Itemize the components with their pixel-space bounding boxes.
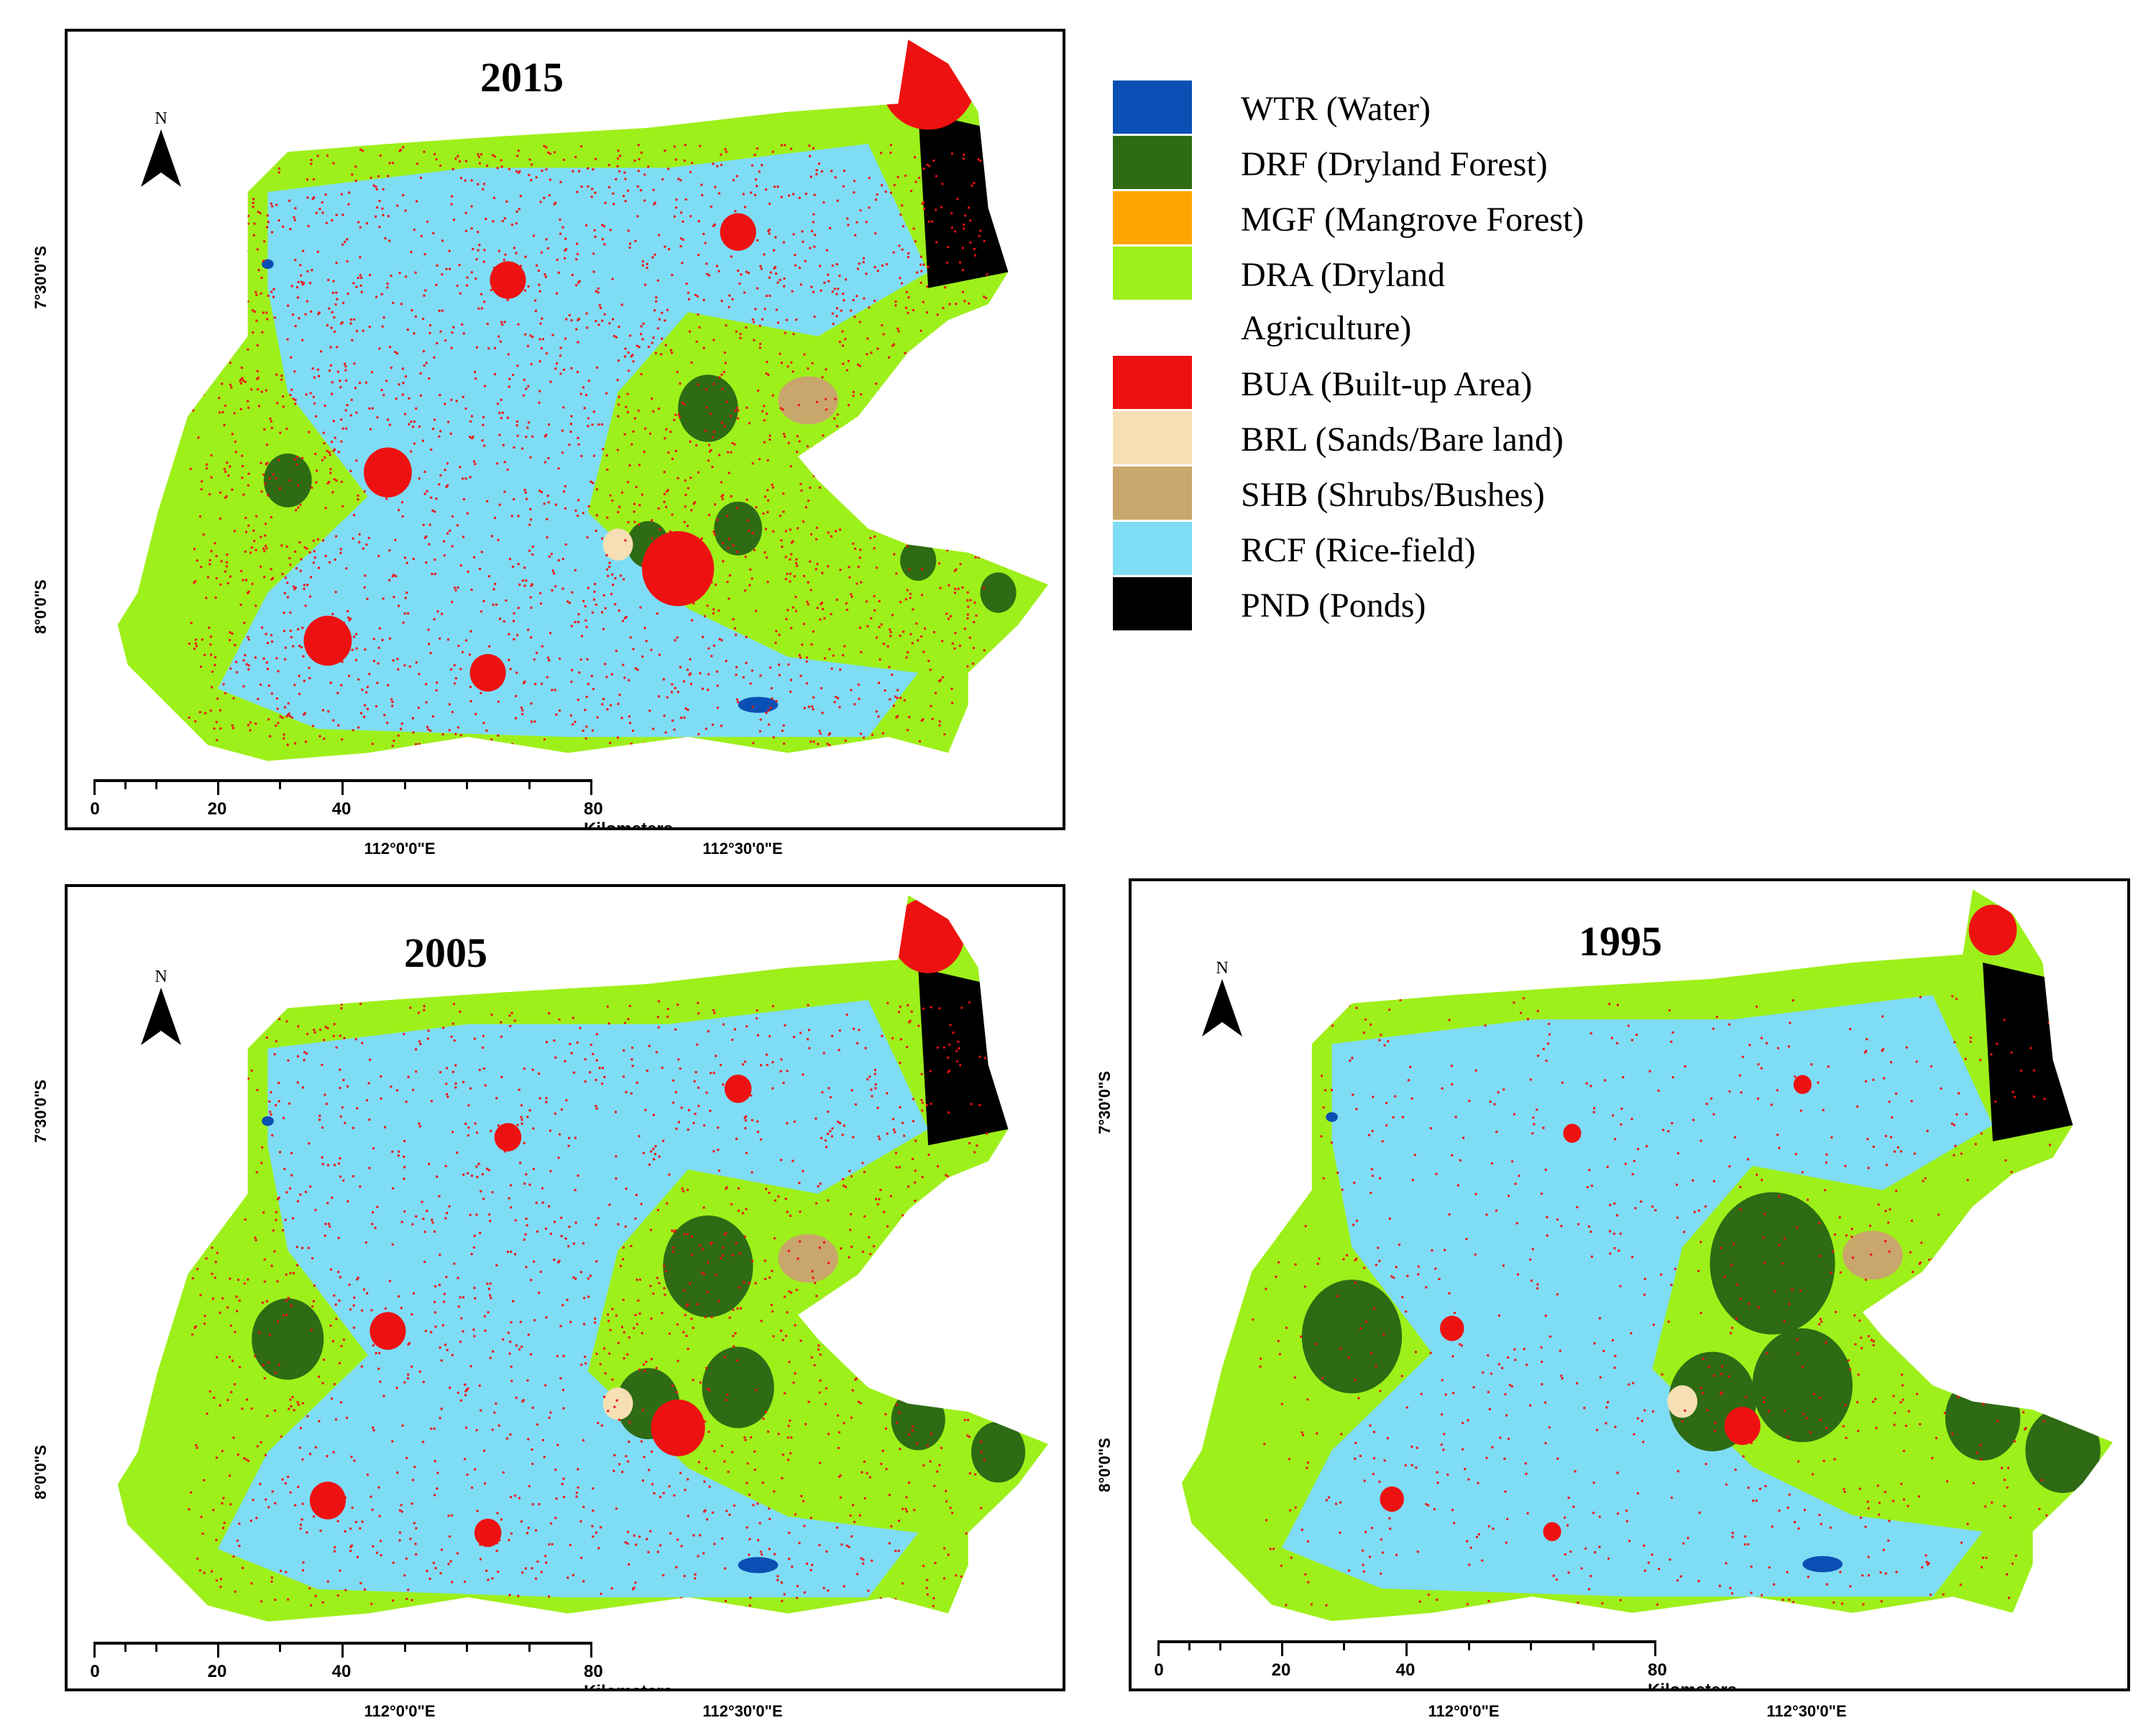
legend-swatch [1113,247,1192,300]
lon-label-112-30: 112°30'0"E [1766,1702,1847,1720]
north-letter: N [1216,959,1229,978]
legend-label: DRA (Dryland [1241,256,1445,294]
legend-label: BUA (Built-up Area) [1241,365,1533,403]
legend-swatch [1113,136,1192,189]
legend-swatch [1113,467,1192,520]
legend-label-continued: Agriculture) [1241,309,1412,347]
land-cover-map-1995 [1181,889,2114,1622]
land-cover-map-2005 [117,895,1049,1622]
scale-label-20: 20 [1271,1660,1291,1680]
map-year-title: 2005 [404,929,487,976]
lon-label-112-30: 112°30'0"E [702,840,783,858]
north-arrow: N [1201,959,1244,1045]
scale-bar: 0 20 40 80 Kilometers [90,779,673,827]
scale-label-80-km: 80 Kilometers [584,799,674,830]
lat-label-8-00: 8°0'0"S [32,579,50,634]
lat-label-7-30: 7°30'0"S [1096,1070,1114,1134]
map-year-title: 1995 [1579,918,1662,965]
scale-bar: 0 20 40 80 Kilometers [1154,1640,1737,1688]
lat-label-8-00: 8°0'0"S [1096,1438,1114,1492]
legend-label: PND (Ponds) [1241,587,1426,625]
map-panel-2015: 2015 N 0 20 40 80 Kilometers [65,29,1065,830]
legend-swatch [1113,191,1192,244]
north-arrow: N [139,968,183,1054]
map-panel-2005: 2005 N 0 20 40 80 Kilometers [65,884,1065,1691]
legend-swatch [1113,411,1192,464]
scale-label-20: 20 [207,799,227,819]
scale-label-80-km: 80 Kilometers [584,1662,673,1688]
north-letter: N [155,109,168,128]
scale-label-40: 40 [331,799,352,819]
north-letter: N [155,968,168,986]
scale-label-0: 0 [90,799,100,819]
legend-label: WTR (Water) [1241,90,1431,128]
lon-label-112-30: 112°30'0"E [702,1702,783,1720]
scale-label-0: 0 [1154,1660,1164,1680]
legend-label: BRL (Sands/Bare land) [1241,420,1564,459]
legend-swatch [1113,356,1192,409]
legend-label: DRF (Dryland Forest) [1241,145,1548,183]
land-cover-map-2015 [117,40,1049,761]
legend-label: MGF (Mangrove Forest) [1241,201,1584,239]
legend-swatch [1113,522,1192,575]
legend-swatch [1113,577,1192,630]
scale-bar: 0 20 40 80 Kilometers [90,1642,673,1688]
lat-label-8-00: 8°0'0"S [32,1445,50,1499]
scale-label-80-km: 80 Kilometers [1648,1660,1738,1691]
lon-label-112-00: 112°0'0"E [364,840,436,858]
legend-swatch [1113,81,1192,134]
lon-label-112-00: 112°0'0"E [1428,1702,1500,1720]
legend-label: SHB (Shrubs/Bushes) [1241,476,1545,514]
scale-label-40: 40 [1395,1660,1416,1680]
lat-label-7-30: 7°30'0"S [32,245,50,309]
map-panel-1995: 1995 N 0 20 40 80 Kilometers [1129,878,2130,1691]
scale-label-40: 40 [331,1662,352,1681]
map-year-title: 2015 [480,54,564,101]
north-arrow: N [139,109,183,196]
legend-label: RCF (Rice-field) [1241,531,1476,569]
lat-label-7-30: 7°30'0"S [32,1079,50,1143]
lon-label-112-00: 112°0'0"E [364,1702,436,1720]
scale-label-0: 0 [90,1662,100,1681]
scale-label-20: 20 [207,1662,227,1681]
